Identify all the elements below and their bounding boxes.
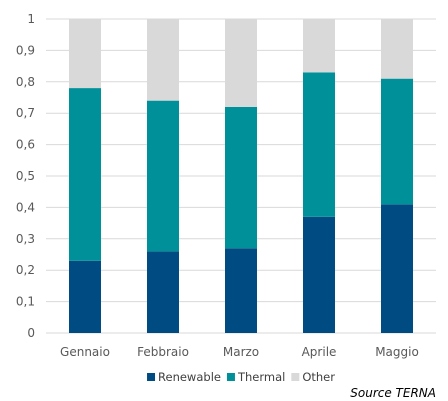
bar-segment-thermal bbox=[69, 88, 101, 261]
bar-segment-thermal bbox=[303, 72, 335, 217]
bar-segment-renewable bbox=[303, 216, 335, 333]
bar-segment-renewable bbox=[147, 251, 179, 333]
bar-segment-other bbox=[69, 19, 101, 89]
source-note: Source TERNA bbox=[350, 386, 436, 400]
x-tick-label: Gennaio bbox=[60, 345, 110, 359]
y-tick-label: 0,7 bbox=[16, 106, 35, 120]
bar-segment-other bbox=[381, 19, 413, 79]
x-tick-label: Aprile bbox=[302, 345, 337, 359]
legend-label: Thermal bbox=[237, 370, 285, 384]
y-tick-label: 0,2 bbox=[16, 263, 35, 277]
bar-segment-other bbox=[303, 19, 335, 73]
bar-segment-thermal bbox=[381, 78, 413, 205]
y-tick-label: 0 bbox=[27, 326, 35, 340]
y-tick-label: 0,4 bbox=[16, 200, 35, 214]
y-axis: 0 0,1 0,2 0,3 0,4 0,5 0,6 0,7 0,8 0,9 1 bbox=[16, 12, 35, 340]
y-tick-label: 1 bbox=[27, 12, 35, 26]
y-tick-label: 0,1 bbox=[16, 295, 35, 309]
legend-item-thermal: Thermal bbox=[226, 370, 285, 384]
bar-segment-renewable bbox=[381, 204, 413, 333]
y-tick-label: 0,8 bbox=[16, 75, 35, 89]
x-tick-label: Marzo bbox=[223, 345, 259, 359]
legend-swatch bbox=[226, 373, 235, 381]
legend-label: Renewable bbox=[158, 370, 221, 384]
legend-item-renewable: Renewable bbox=[147, 370, 221, 384]
bar-segment-renewable bbox=[225, 248, 257, 333]
x-tick-label: Maggio bbox=[375, 345, 419, 359]
x-axis: Gennaio Febbraio Marzo Aprile Maggio bbox=[60, 345, 419, 359]
bar-segment-renewable bbox=[69, 260, 101, 333]
y-tick-label: 0,3 bbox=[16, 232, 35, 246]
legend: Renewable Thermal Other bbox=[147, 370, 335, 384]
y-tick-label: 0,6 bbox=[16, 138, 35, 152]
x-tick-label: Febbraio bbox=[137, 345, 189, 359]
legend-swatch bbox=[147, 373, 156, 381]
bar-segment-other bbox=[225, 19, 257, 107]
bar-segment-thermal bbox=[147, 100, 179, 252]
bar-segment-thermal bbox=[225, 106, 257, 249]
bars bbox=[69, 19, 413, 333]
bar-segment-other bbox=[147, 19, 179, 101]
y-tick-label: 0,9 bbox=[16, 43, 35, 57]
legend-label: Other bbox=[302, 370, 335, 384]
legend-item-other: Other bbox=[291, 370, 335, 384]
legend-swatch bbox=[291, 373, 300, 381]
y-tick-label: 0,5 bbox=[16, 169, 35, 183]
